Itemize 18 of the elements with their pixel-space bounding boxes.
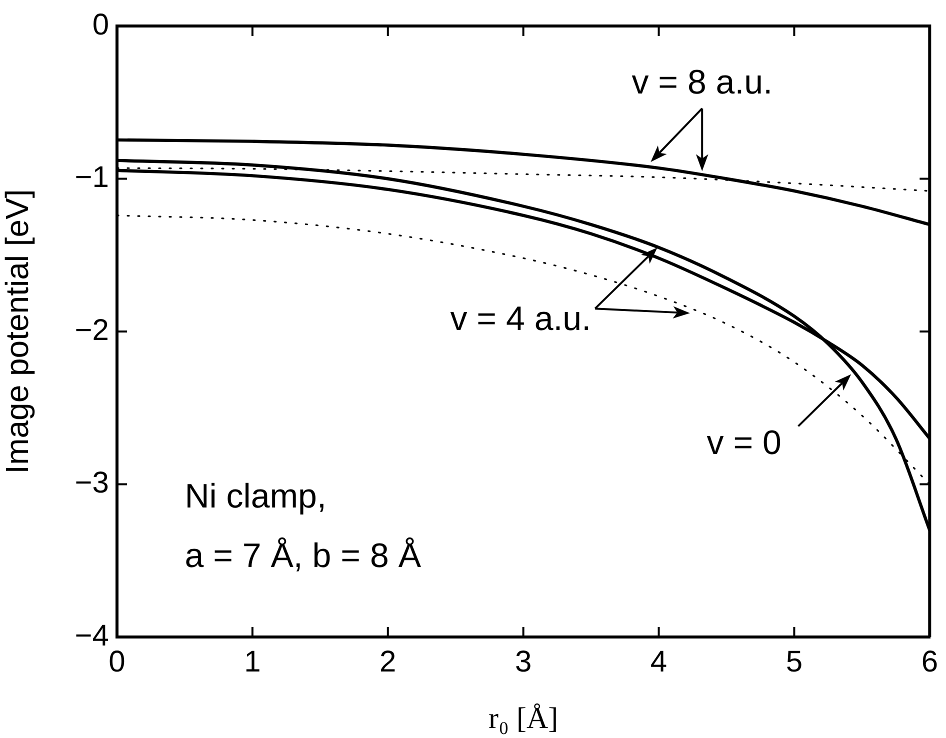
annotation: Ni clamp, [184,477,326,516]
x-tick-label: 1 [244,645,261,678]
annotation: v = 8 a.u. [632,63,773,102]
y-tick-label: −2 [74,314,109,347]
y-tick-label: 0 [92,8,109,42]
y-tick-label: −4 [74,619,109,652]
x-tick-label: 5 [786,645,803,678]
annotation: v = 0 [706,424,782,462]
annotation: a = 7 Å, b = 8 Å [184,536,422,575]
y-tick-label: −1 [74,161,109,194]
x-tick-label: 6 [921,645,938,678]
x-axis-title: r₀ [Å] [488,702,558,735]
x-tick-label: 2 [380,645,396,678]
annotation: v = 4 a.u. [450,300,592,338]
y-axis-title: Image potential [eV] [0,189,36,474]
y-tick-label: −3 [74,466,109,500]
x-tick-label: 3 [514,645,532,678]
x-tick-label: 4 [650,645,668,678]
